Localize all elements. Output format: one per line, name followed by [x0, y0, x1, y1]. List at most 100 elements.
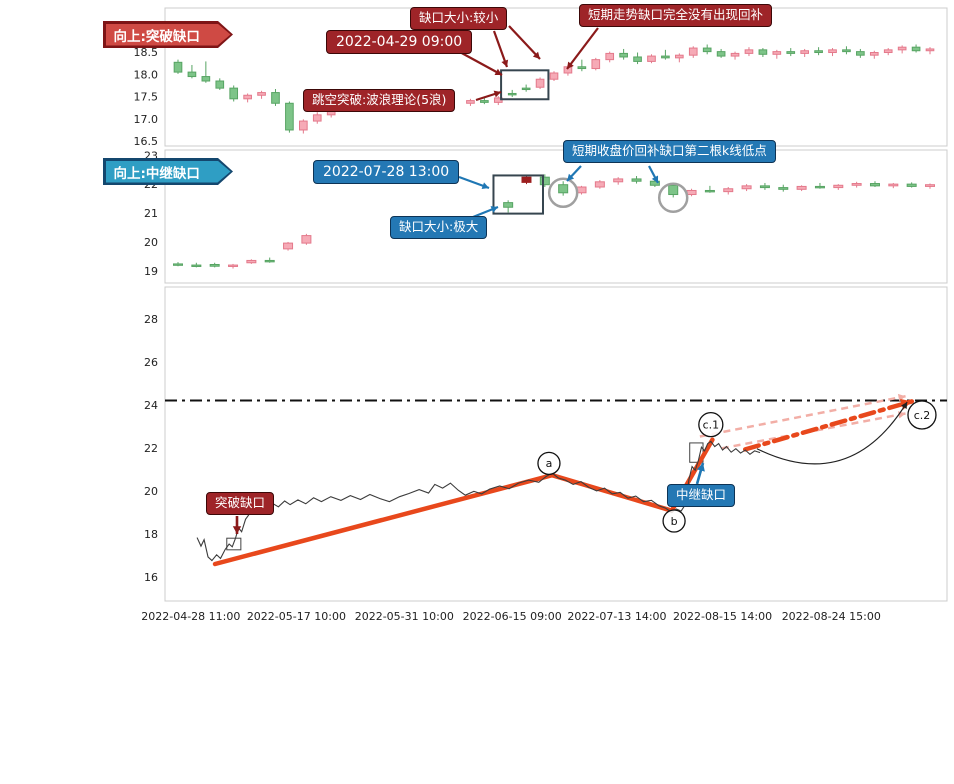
arrow-head [481, 182, 489, 190]
candle-body [772, 51, 782, 55]
gap-highlight-rect [500, 69, 550, 101]
x-tick-label: 2022-07-13 14:00 [567, 610, 666, 623]
candle-body [814, 185, 825, 189]
candle-body [466, 100, 475, 104]
y-tick-label: 20 [144, 236, 158, 249]
trend-line-solid [212, 437, 715, 567]
candle-body [686, 189, 697, 196]
projection-dashed-line [699, 395, 906, 438]
candle-body [786, 51, 796, 54]
annotation-arrow [508, 25, 541, 60]
x-tick-label: 2022-04-28 11:00 [141, 610, 240, 623]
y-tick-label: 18.5 [134, 46, 159, 59]
candle-body [209, 263, 220, 267]
candle-body [191, 264, 202, 267]
gap-highlight-rect [492, 174, 544, 215]
candle-body [594, 181, 605, 188]
candle-body [723, 188, 734, 193]
arrow-head [567, 61, 574, 69]
candle-body [647, 55, 656, 62]
arrow-head [493, 90, 501, 98]
annotation-continuation-gap: 中继缺口 [667, 484, 736, 507]
candle-body [869, 52, 879, 56]
candle-body [187, 71, 197, 78]
candle-body [631, 178, 642, 182]
arrow-head [232, 526, 242, 534]
point-label: c.2 [914, 409, 931, 422]
trend-line-projection [742, 399, 915, 452]
arrow-head [651, 175, 659, 183]
annotation-breakout-timestamp: 2022-04-29 09:00 [326, 30, 473, 54]
arrow-head [696, 463, 705, 472]
y-tick-label: 24 [144, 399, 158, 412]
candle-body [312, 114, 322, 122]
arrow-head [532, 51, 540, 59]
candle-body [675, 54, 684, 59]
candle-body [668, 184, 679, 196]
x-tick-label: 2022-08-24 15:00 [782, 610, 881, 623]
y-tick-label: 26 [144, 356, 158, 369]
y-tick-label: 16.5 [134, 135, 159, 148]
annotation-gap-size-huge: 缺口大小:极大 [390, 216, 488, 239]
candle-body [851, 183, 862, 186]
candle-body [228, 264, 239, 267]
candle-body [246, 259, 257, 264]
panel1-direction-banner-label: 向上:突破缺口 [106, 24, 231, 46]
arrow-head [501, 59, 509, 67]
candle-body [507, 92, 517, 96]
x-tick-label: 2022-08-15 14:00 [673, 610, 772, 623]
y-tick-label: 21 [144, 207, 158, 220]
candle-body [215, 80, 225, 89]
candle-body [911, 46, 921, 52]
candle-body [925, 48, 935, 52]
candle-body [577, 66, 587, 70]
panel1-direction-banner: 向上:突破缺口 [103, 21, 233, 48]
candle-body [549, 72, 559, 80]
y-tick-label: 20 [144, 485, 158, 498]
candle-body [883, 49, 893, 54]
annotation-arrow [457, 50, 503, 76]
candle-body [759, 185, 770, 189]
y-tick-label: 18 [144, 528, 158, 541]
backfill-highlight-circle [657, 182, 689, 213]
candle-body [814, 50, 823, 54]
arrow-head [897, 393, 906, 402]
chart-canvas: 18.518.017.517.016.523222120192826242220… [134, 7, 948, 623]
y-tick-label: 16 [144, 571, 158, 584]
candle-body [704, 189, 715, 193]
arrow-head [567, 173, 575, 181]
candle-body [800, 50, 809, 54]
panel-3-frame [164, 286, 948, 602]
candle-body [591, 59, 601, 70]
point-label-circle [662, 509, 686, 533]
candle-body [925, 184, 935, 187]
candle-body [480, 100, 489, 103]
y-tick-label: 19 [144, 265, 158, 278]
candle-body [869, 183, 880, 187]
x-tick-label: 2022-05-17 10:00 [247, 610, 346, 623]
candle-body [271, 92, 280, 104]
candle-body [633, 56, 642, 62]
annotation-gap-size-small: 缺口大小:较小 [410, 7, 508, 30]
candle-body [264, 259, 275, 263]
point-label-circle [537, 451, 561, 476]
point-label: a [546, 457, 553, 470]
candle-body [897, 46, 907, 51]
arrow-head [490, 206, 498, 213]
y-tick-label: 17.5 [134, 91, 159, 104]
y-tick-label: 18.0 [134, 68, 159, 81]
candle-body [285, 102, 294, 131]
candle-body [758, 49, 768, 55]
backfill-highlight-circle [547, 177, 579, 209]
candle-body [326, 110, 336, 116]
point-label: b [671, 515, 678, 528]
candle-body [521, 176, 532, 183]
annotation-wave-theory: 跳空突破:波浪理论(5浪) [303, 89, 456, 112]
candle-body [828, 49, 837, 54]
candle-body [741, 185, 752, 190]
annotation-breakout-gap: 突破缺口 [206, 492, 275, 515]
candle-body [833, 184, 844, 189]
candle-body [301, 235, 312, 244]
candle-body [283, 242, 294, 250]
